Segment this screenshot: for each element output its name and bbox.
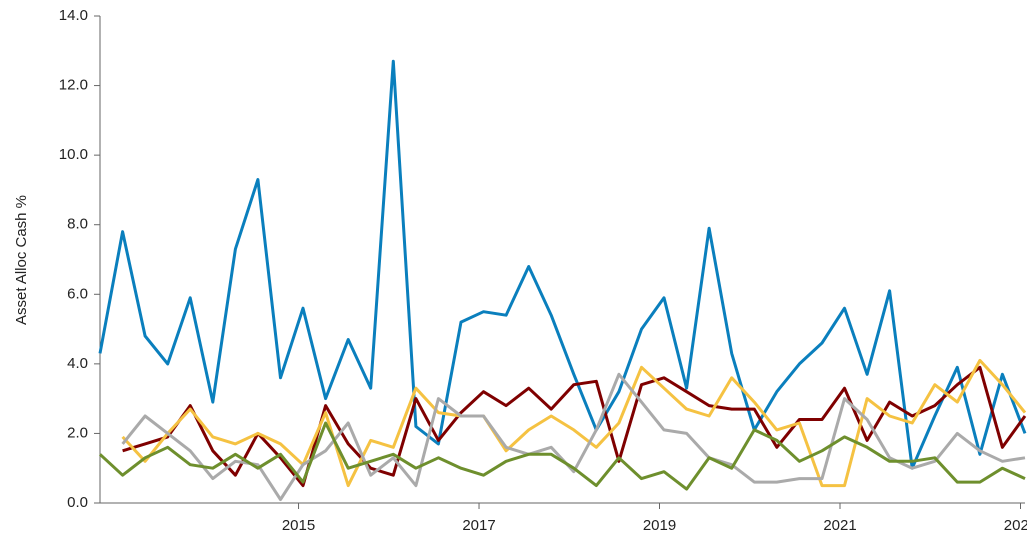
y-tick-label: 4.0 [67, 355, 88, 372]
y-tick-label: 6.0 [67, 285, 88, 302]
y-tick-label: 0.0 [67, 494, 88, 511]
series-line [98, 59, 1027, 470]
series-line [122, 365, 1027, 488]
x-tick-label: 2017 [462, 517, 495, 534]
series-line [121, 358, 1027, 488]
y-axis-label: Asset Alloc Cash % [13, 195, 30, 325]
series-line [121, 372, 1026, 501]
x-tick-label: 2023 [1004, 517, 1027, 534]
x-tick-label: 2015 [282, 517, 315, 534]
x-tick-label: 2019 [643, 517, 676, 534]
y-tick-label: 2.0 [67, 424, 88, 441]
series-line [98, 421, 1026, 491]
x-tick-label: 2021 [823, 517, 856, 534]
y-tick-label: 14.0 [59, 7, 88, 24]
y-tick-label: 10.0 [59, 146, 88, 163]
y-tick-label: 12.0 [59, 77, 88, 94]
y-tick-label: 8.0 [67, 216, 88, 233]
